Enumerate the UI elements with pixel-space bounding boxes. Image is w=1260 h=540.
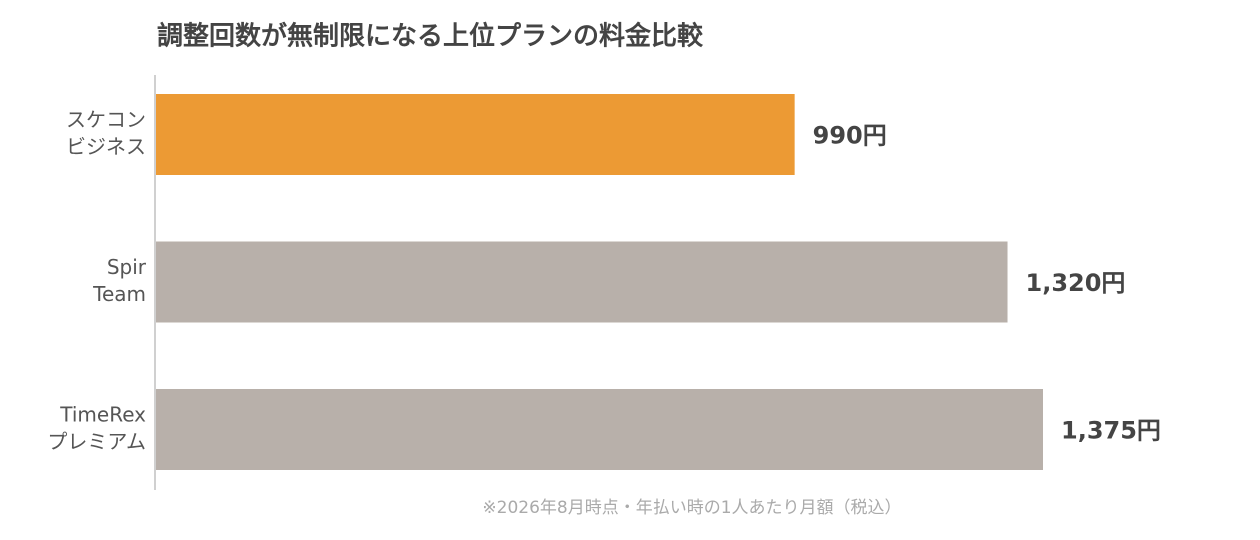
value-label: 1,375円 [1061,417,1161,445]
value-label: 990円 [813,122,887,150]
bar [156,241,1008,323]
category-label: Spir [107,255,147,279]
chart-title: 調整回数が無制限になる上位プランの料金比較 [157,21,704,52]
category-label: Team [92,282,146,306]
category-label: ビジネス [66,135,146,159]
footnote: ※2026年8月時点・年払い時の1人あたり月額（税込） [482,498,901,518]
category-label: スケコン [66,108,146,132]
bar [156,94,795,175]
value-label: 1,320円 [1026,269,1126,297]
bar [156,389,1043,470]
category-label: プレミアム [47,430,146,454]
category-label: TimeRex [59,403,146,427]
